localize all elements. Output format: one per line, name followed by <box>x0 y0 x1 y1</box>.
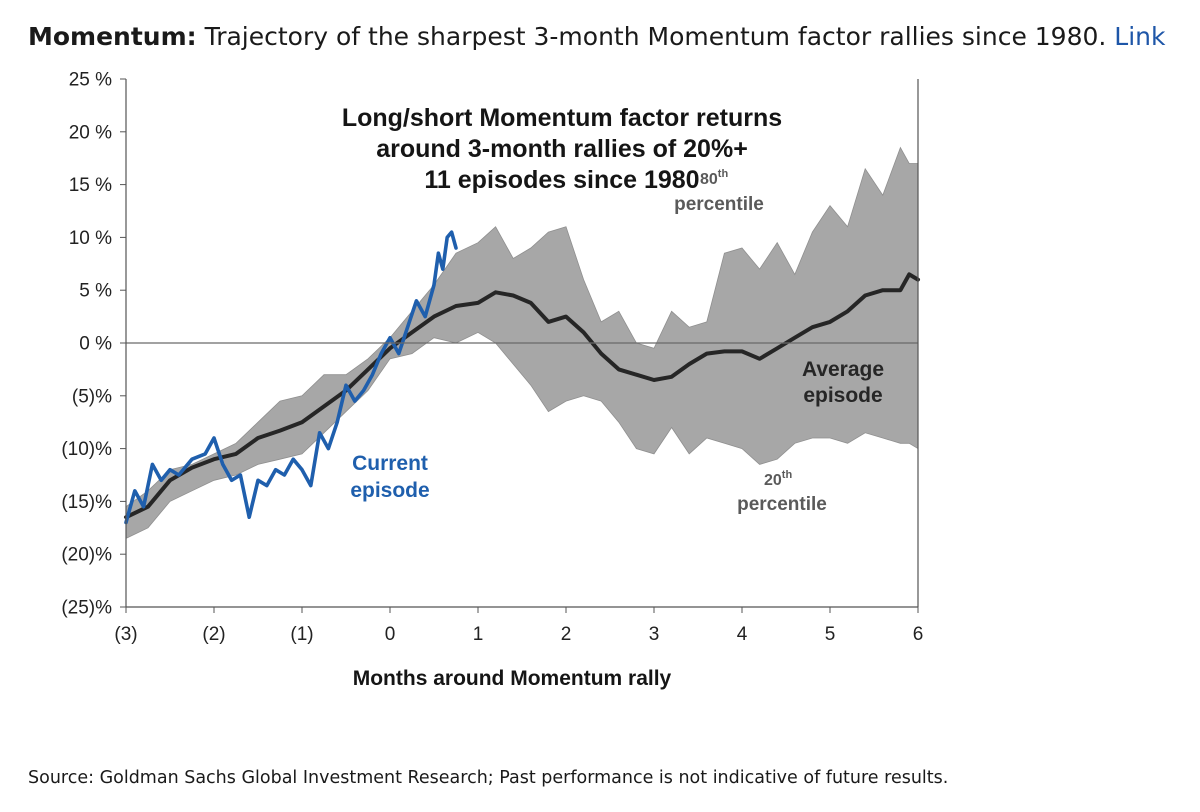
p80-label: 80th <box>700 168 728 188</box>
y-tick-label: 5 % <box>79 281 112 302</box>
current-label-line-1: Current <box>352 452 428 475</box>
heading-link[interactable]: Link <box>1114 22 1166 51</box>
chart-title-line-1: Long/short Momentum factor returns <box>342 104 782 132</box>
x-tick-label: 6 <box>913 624 924 645</box>
average-label-line-2: episode <box>803 384 882 407</box>
x-tick-label: 3 <box>649 624 660 645</box>
x-tick-label: (1) <box>290 624 313 645</box>
current-label-line-2: episode <box>350 479 429 502</box>
source-note: Source: Goldman Sachs Global Investment … <box>28 768 949 788</box>
current-episode-line <box>124 230 458 525</box>
x-tick-label: 5 <box>825 624 836 645</box>
y-tick-label: 10 % <box>69 228 112 249</box>
y-tick-label: 20 % <box>69 122 112 143</box>
figure-heading: Momentum: Trajectory of the sharpest 3-m… <box>28 20 1166 54</box>
y-tick-label: (5)% <box>72 386 112 407</box>
x-axis-label: Months around Momentum rally <box>353 667 672 690</box>
x-tick-label: 4 <box>737 624 748 645</box>
p20-word: percentile <box>737 494 827 515</box>
average-episode-line <box>124 272 920 520</box>
chart-title-line-3: 11 episodes since 1980 <box>424 166 699 194</box>
momentum-chart: 25 % 20 % 15 % 10 % 5 % 0 % (5)% (10)% (15)% (20)… <box>61 70 924 691</box>
y-tick-label: (25)% <box>61 598 112 619</box>
x-tick-label: 1 <box>473 624 484 645</box>
p20-label: 20th <box>764 469 792 489</box>
y-tick-label: 0 % <box>79 334 112 355</box>
y-tick-label: (10)% <box>61 439 112 460</box>
x-tick-label: 0 <box>385 624 396 645</box>
heading-bold: Momentum: <box>28 22 197 51</box>
p80-word: percentile <box>674 194 764 215</box>
y-tick-label: (20)% <box>61 545 112 566</box>
y-tick-label: (15)% <box>61 492 112 513</box>
x-tick-label: (2) <box>202 624 225 645</box>
x-tick-label: (3) <box>114 624 137 645</box>
chart-title-line-2: around 3-month rallies of 20%+ <box>376 135 748 163</box>
heading-text: Trajectory of the sharpest 3-month Momen… <box>204 22 1107 51</box>
average-label-line-1: Average <box>802 358 884 381</box>
y-tick-label: 25 % <box>69 70 112 91</box>
x-tick-label: 2 <box>561 624 572 645</box>
y-tick-label: 15 % <box>69 175 112 196</box>
